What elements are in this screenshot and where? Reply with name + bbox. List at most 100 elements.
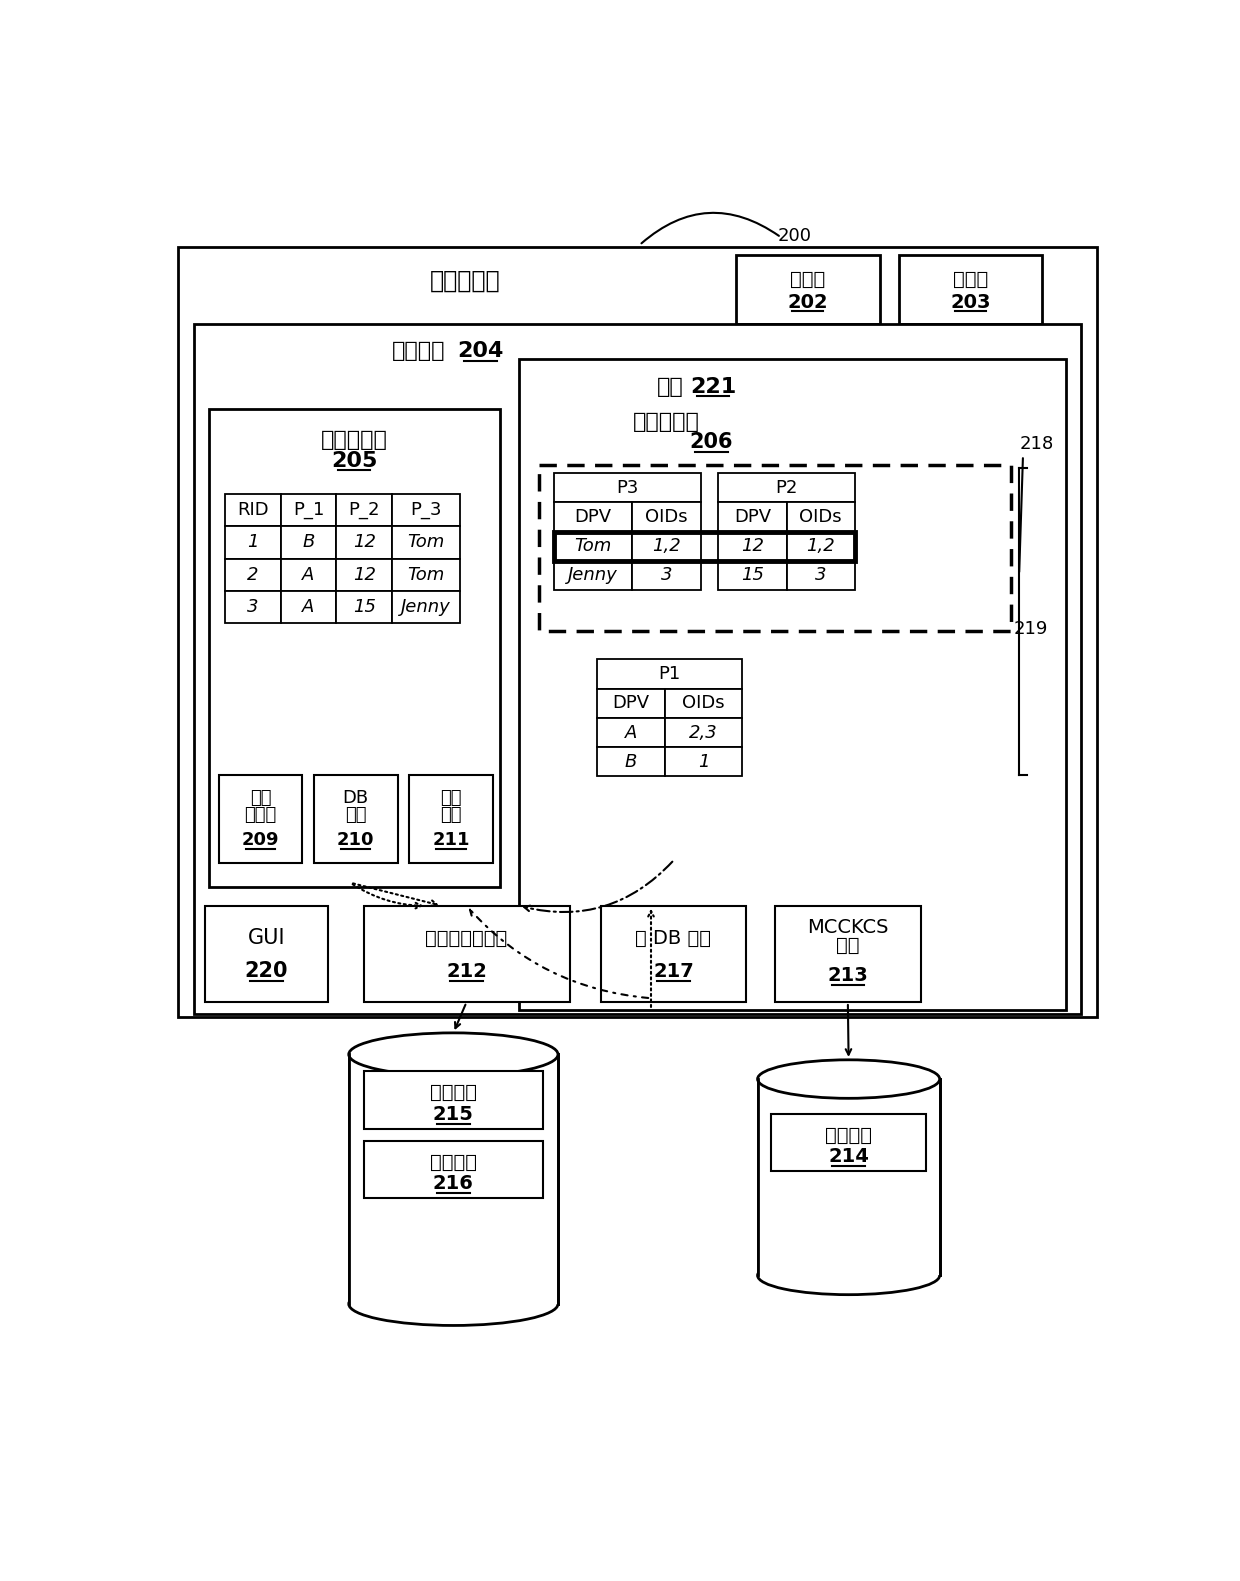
Text: OIDs: OIDs	[800, 508, 842, 526]
Bar	[336, 493, 392, 526]
Text: 创建: 创建	[440, 806, 461, 824]
Text: RID: RID	[237, 501, 269, 519]
Text: 存储器: 存储器	[954, 270, 988, 289]
Bar	[365, 906, 569, 1002]
Text: 2: 2	[247, 566, 258, 583]
Text: 202: 202	[787, 294, 828, 313]
Bar	[596, 718, 665, 748]
Text: Tom: Tom	[408, 533, 445, 552]
Text: P_2: P_2	[348, 501, 379, 519]
Text: 3: 3	[661, 566, 672, 585]
Bar	[218, 775, 303, 863]
Bar	[350, 1055, 557, 1304]
Text: 200: 200	[777, 228, 811, 245]
Text: 第一条件: 第一条件	[825, 1126, 872, 1145]
Bar	[554, 561, 631, 590]
Text: 203: 203	[950, 294, 991, 313]
Bar	[786, 503, 854, 531]
Bar	[392, 558, 460, 591]
Ellipse shape	[351, 1034, 557, 1075]
Text: OIDs: OIDs	[682, 694, 725, 713]
Bar	[348, 1055, 558, 1304]
Ellipse shape	[759, 1061, 939, 1097]
Text: A: A	[625, 724, 637, 741]
Text: Jenny: Jenny	[402, 598, 451, 617]
Bar	[336, 591, 392, 623]
Bar	[600, 906, 746, 1002]
Bar	[365, 1140, 543, 1198]
Text: 210: 210	[337, 830, 374, 849]
Bar	[786, 561, 854, 590]
Text: Tom: Tom	[574, 538, 611, 555]
Text: 15: 15	[742, 566, 764, 585]
Text: DPV: DPV	[734, 508, 771, 526]
Text: 214: 214	[828, 1148, 869, 1167]
Text: 1,2: 1,2	[806, 538, 835, 555]
Ellipse shape	[348, 1032, 558, 1077]
Text: P1: P1	[658, 666, 681, 683]
Bar	[314, 775, 398, 863]
Bar	[520, 359, 1065, 1010]
Text: 219: 219	[1013, 620, 1048, 637]
Bar	[596, 748, 665, 776]
Text: 216: 216	[433, 1175, 474, 1194]
Bar	[554, 531, 854, 561]
Text: DPV: DPV	[613, 694, 650, 713]
Text: 209: 209	[242, 830, 279, 849]
Bar	[280, 526, 336, 558]
Text: 索引: 索引	[440, 789, 461, 806]
Bar	[224, 493, 280, 526]
Bar	[771, 1113, 926, 1172]
Bar	[392, 526, 460, 558]
Text: GUI: GUI	[248, 928, 285, 949]
Bar	[280, 591, 336, 623]
Bar	[280, 493, 336, 526]
Text: 206: 206	[689, 432, 733, 452]
Bar	[554, 473, 702, 503]
Text: 213: 213	[827, 966, 868, 985]
Text: A: A	[303, 566, 315, 583]
Ellipse shape	[348, 1282, 558, 1325]
Bar	[179, 248, 1096, 1018]
Bar	[718, 503, 786, 531]
Bar	[554, 531, 631, 561]
Text: 1,2: 1,2	[652, 538, 681, 555]
Text: DB: DB	[342, 789, 368, 806]
Bar	[336, 558, 392, 591]
Text: 3: 3	[247, 598, 258, 617]
Text: P_1: P_1	[293, 501, 324, 519]
Text: 12: 12	[352, 566, 376, 583]
Text: 205: 205	[331, 451, 377, 471]
Bar	[336, 526, 392, 558]
Bar	[665, 689, 743, 718]
Text: 220: 220	[244, 961, 289, 982]
Text: 列式数据库: 列式数据库	[634, 413, 699, 432]
Text: 212: 212	[446, 961, 487, 980]
Text: 第二条件: 第二条件	[430, 1083, 477, 1102]
Text: 12: 12	[742, 538, 764, 555]
Text: 检测: 检测	[836, 936, 859, 955]
Bar	[224, 526, 280, 558]
Bar	[665, 718, 743, 748]
Text: P2: P2	[775, 479, 797, 496]
Bar	[365, 1072, 543, 1129]
Text: P_3: P_3	[410, 501, 441, 519]
Text: 规划器: 规划器	[244, 806, 277, 824]
Text: 第三条件: 第三条件	[430, 1153, 477, 1172]
Ellipse shape	[758, 1257, 940, 1295]
Bar	[899, 255, 1043, 324]
Text: 3: 3	[815, 566, 827, 585]
Text: 215: 215	[433, 1105, 474, 1124]
Bar	[631, 503, 702, 531]
Bar	[665, 748, 743, 776]
Text: Tom: Tom	[408, 566, 445, 583]
Bar	[193, 324, 1081, 1013]
Text: Jenny: Jenny	[568, 566, 618, 585]
Text: 目录: 目录	[345, 806, 367, 824]
Bar	[737, 255, 879, 324]
Text: 2,3: 2,3	[689, 724, 718, 741]
Text: 计算机系统: 计算机系统	[430, 269, 500, 292]
Bar	[224, 591, 280, 623]
Text: 217: 217	[653, 961, 694, 980]
Text: 12: 12	[352, 533, 376, 552]
